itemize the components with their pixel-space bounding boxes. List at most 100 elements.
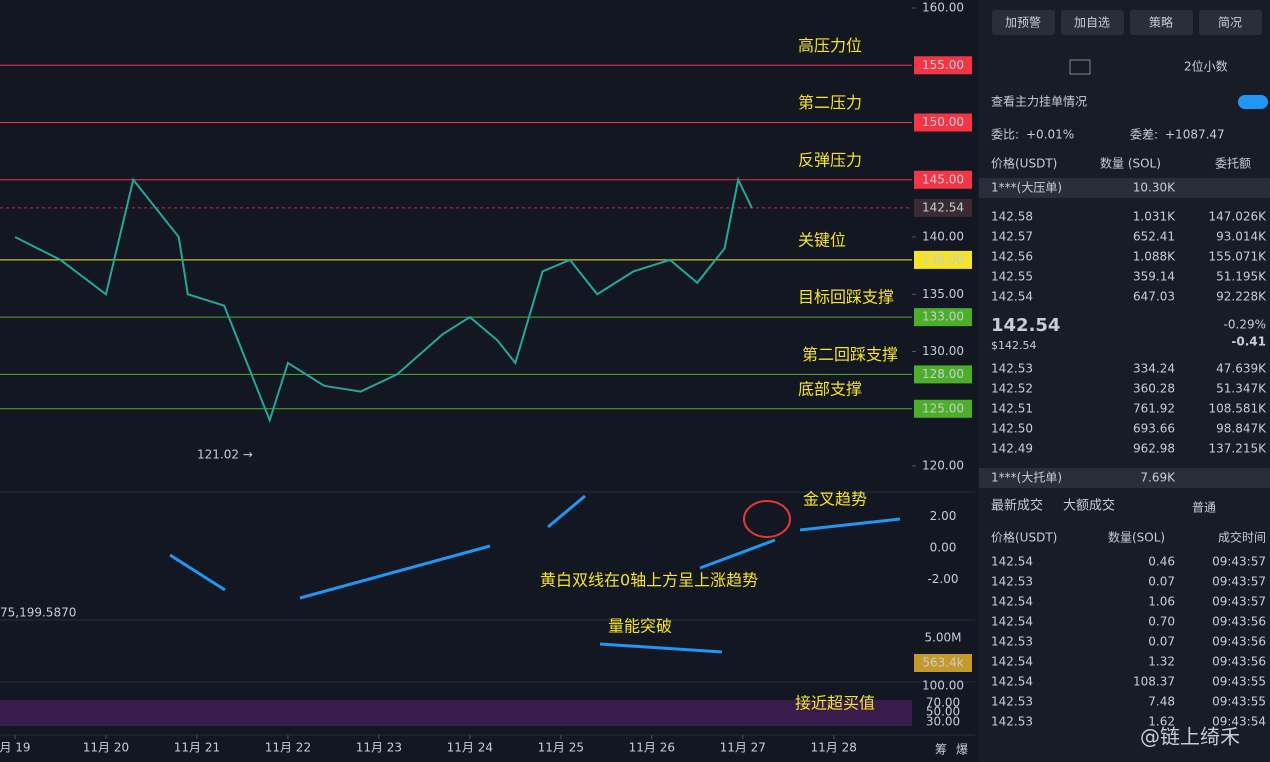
book-header: 委托额 [1215, 157, 1251, 171]
book-cell: 360.28 [1133, 382, 1175, 396]
x-tick-label: 月 19 [0, 741, 31, 755]
current-label: 142.54 [922, 200, 964, 214]
rsi-tick: 50.00 [926, 705, 960, 719]
mid-pct: -0.29% [1224, 318, 1266, 332]
rsi-tick: 100.00 [922, 679, 964, 693]
big-ask-bg [979, 178, 1270, 198]
book-cell: 142.57 [991, 230, 1033, 244]
book-cell: 108.581K [1209, 402, 1268, 416]
volume-header: 75,199.5870 [0, 606, 76, 620]
book-cell: 137.215K [1209, 442, 1268, 456]
rsi-band [0, 700, 912, 726]
x-tick-label: 11月 20 [83, 741, 129, 755]
volume-tick: 5.00M [924, 631, 961, 645]
volume-tag [914, 654, 972, 672]
trade-cell: 09:43:55 [1212, 675, 1266, 689]
toggle[interactable] [1238, 95, 1268, 109]
level-label: 133.00 [922, 310, 964, 324]
main-orders[interactable]: 查看主力挂单情况 [991, 95, 1087, 109]
level-tag [914, 365, 972, 384]
big-bid-bg [979, 468, 1270, 488]
decimals[interactable]: 2位小数 [1184, 59, 1228, 74]
trade-cell: 09:43:57 [1212, 575, 1266, 589]
level-tag [914, 56, 972, 75]
level-label: 138.00 [922, 252, 964, 266]
macd-tick: 0.00 [930, 541, 957, 555]
trade-cell: 142.54 [991, 655, 1033, 669]
book-cell: 652.41 [1133, 230, 1175, 244]
current-tag [914, 198, 972, 217]
annotation: 接近超买值 [795, 694, 875, 713]
button-label[interactable]: 简况 [1218, 16, 1242, 30]
trade-cell: 09:43:57 [1212, 555, 1266, 569]
y-tick-label: 130.00 [922, 344, 964, 358]
x-tick-label: 11月 25 [538, 741, 584, 755]
chart-bg [0, 0, 978, 762]
button-label[interactable]: 加预警 [1005, 15, 1041, 30]
annotation: 金叉趋势 [803, 490, 867, 509]
book-cell: 142.55 [991, 270, 1033, 284]
book-cell: 155.071K [1209, 250, 1268, 264]
button[interactable] [1199, 10, 1262, 35]
book-cell: 142.50 [991, 422, 1033, 436]
trade-header: 数量(SOL) [1108, 530, 1165, 545]
trade-cell: 09:43:56 [1212, 635, 1266, 649]
y-tick-label: 135.00 [922, 287, 964, 301]
trade-cell: 0.07 [1148, 575, 1175, 589]
button-label[interactable]: 加自选 [1074, 16, 1110, 30]
trade-cell: 0.46 [1148, 555, 1175, 569]
icon [1069, 59, 1091, 75]
annotation: 底部支撑 [798, 379, 862, 398]
trade-cell: 142.54 [991, 615, 1033, 629]
book-cell: 51.195K [1216, 270, 1267, 284]
book-cell: 142.56 [991, 250, 1033, 264]
book-cell: 147.026K [1209, 210, 1268, 224]
button[interactable] [992, 10, 1055, 35]
volume-current: 563.4k [922, 656, 963, 670]
trade-cell: 1.32 [1148, 655, 1175, 669]
level-tag [914, 170, 972, 189]
book-cell: 142.52 [991, 382, 1033, 396]
ratio: +0.01% [1026, 128, 1074, 142]
level-tag [914, 399, 972, 418]
book-cell: 761.92 [1133, 402, 1175, 416]
ratio-label: 委比: [991, 128, 1019, 142]
y-tick-label: 140.00 [922, 230, 964, 244]
x-tick-label: 11月 23 [356, 741, 402, 755]
mid-usd: $142.54 [991, 339, 1037, 352]
x-tick-label: 11月 24 [447, 741, 493, 755]
big-ask-qty: 10.30K [1133, 181, 1176, 195]
level-label: 150.00 [922, 115, 964, 129]
normal[interactable]: 普通 [1192, 501, 1216, 515]
book-cell: 51.347K [1216, 382, 1267, 396]
trade-cell: 142.53 [991, 575, 1033, 589]
level-tag [914, 250, 972, 269]
trade-cell: 142.53 [991, 715, 1033, 729]
big-bid: 1***(大托单) [991, 471, 1062, 485]
trade-cell: 09:43:55 [1212, 695, 1266, 709]
mid-change: -0.41 [1231, 335, 1266, 349]
annotation: 目标回踩支撑 [798, 288, 894, 307]
level-label: 145.00 [922, 172, 964, 186]
trade-cell: 142.53 [991, 695, 1033, 709]
button[interactable] [1130, 10, 1193, 35]
button[interactable] [1061, 10, 1124, 35]
big-bid-qty: 7.69K [1140, 471, 1176, 485]
book-cell: 142.54 [991, 290, 1033, 304]
arrows [169, 494, 901, 654]
trade-cell: 09:43:57 [1212, 595, 1266, 609]
book-header: 价格(USDT) [991, 156, 1057, 171]
annotation: 关键位 [798, 230, 846, 249]
trade-cell: 142.54 [991, 675, 1033, 689]
trade-tab[interactable]: 最新成交 [991, 498, 1043, 514]
diff: +1087.47 [1165, 128, 1225, 142]
level-label: 125.00 [922, 401, 964, 415]
annotation: 第二压力 [798, 93, 862, 112]
button-label[interactable]: 策略 [1149, 15, 1173, 30]
book-cell: 93.014K [1216, 230, 1267, 244]
price-line [14, 176, 753, 424]
level-label: 128.00 [922, 367, 964, 381]
trade-tab[interactable]: 大额成交 [1063, 498, 1115, 514]
book-cell: 142.49 [991, 442, 1033, 456]
